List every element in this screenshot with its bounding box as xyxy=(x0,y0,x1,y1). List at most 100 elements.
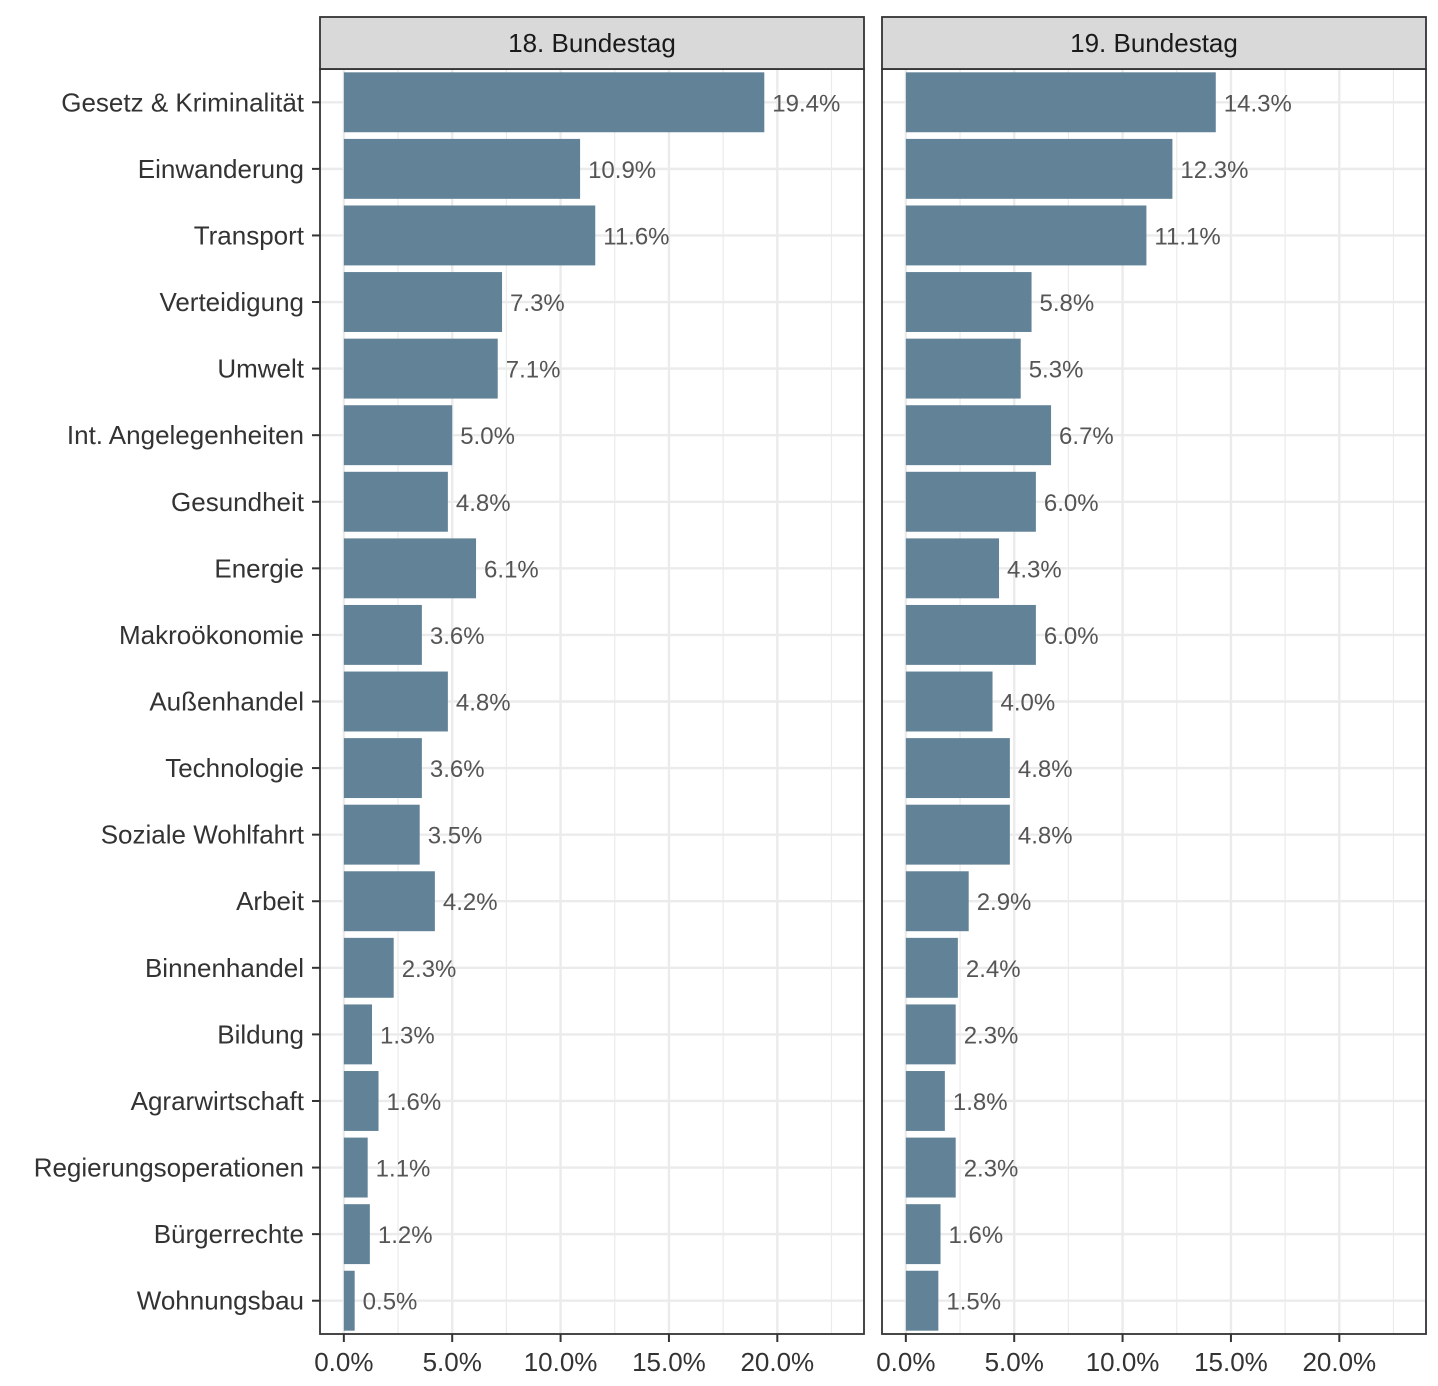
x-tick-label: 10.0% xyxy=(524,1347,598,1377)
data-label: 2.9% xyxy=(977,889,1032,916)
data-label: 2.3% xyxy=(964,1156,1019,1183)
data-label: 1.2% xyxy=(378,1222,433,1249)
bar-b-rgerrechte xyxy=(343,1204,370,1265)
bar-umwelt xyxy=(343,338,498,399)
data-label: 1.5% xyxy=(946,1289,1001,1316)
bar-int-angelegenheiten xyxy=(343,405,453,466)
category-label: Makroökonomie xyxy=(119,620,304,650)
bar-transport xyxy=(343,205,596,266)
bar-gesetz-kriminalit-t xyxy=(905,72,1216,133)
category-label: Umwelt xyxy=(217,354,304,384)
x-tick-label: 20.0% xyxy=(740,1347,814,1377)
bar-soziale-wohlfahrt xyxy=(905,804,1010,865)
category-label: Gesundheit xyxy=(171,487,305,517)
x-tick-label: 5.0% xyxy=(423,1347,482,1377)
data-label: 5.3% xyxy=(1029,357,1084,384)
bar-regierungsoperationen xyxy=(343,1137,368,1198)
category-label: Transport xyxy=(194,220,305,250)
data-label: 2.3% xyxy=(402,956,457,983)
bar-einwanderung xyxy=(343,138,581,199)
bar-bildung xyxy=(343,1004,373,1065)
facet-strip xyxy=(881,16,1427,70)
data-label: 2.4% xyxy=(966,956,1021,983)
facet-strip xyxy=(319,16,865,70)
data-label: 11.1% xyxy=(1154,223,1220,250)
bar-energie xyxy=(905,538,1000,599)
facet-strip-label: 19. Bundestag xyxy=(1070,28,1238,58)
data-label: 2.3% xyxy=(964,1022,1019,1049)
data-label: 3.5% xyxy=(428,823,483,850)
bar-gesundheit xyxy=(343,471,448,532)
bar-einwanderung xyxy=(905,138,1173,199)
data-label: 5.8% xyxy=(1040,290,1095,317)
data-label: 1.3% xyxy=(380,1022,435,1049)
bar-arbeit xyxy=(905,871,969,932)
data-label: 4.8% xyxy=(1018,756,1073,783)
facet-strip-label: 18. Bundestag xyxy=(508,28,676,58)
bar-au-enhandel xyxy=(905,671,993,732)
bar-makro-konomie xyxy=(343,604,422,665)
bar-verteidigung xyxy=(343,272,503,332)
bar-soziale-wohlfahrt xyxy=(343,804,420,865)
data-label: 12.3% xyxy=(1180,157,1248,184)
data-label: 1.6% xyxy=(949,1222,1004,1249)
data-label: 4.8% xyxy=(1018,823,1073,850)
data-label: 6.0% xyxy=(1044,623,1099,650)
bar-transport xyxy=(905,205,1147,266)
category-label: Int. Angelegenheiten xyxy=(67,420,304,450)
category-label: Gesetz & Kriminalität xyxy=(61,87,305,117)
data-label: 4.0% xyxy=(1001,690,1056,717)
data-label: 11.6% xyxy=(603,223,669,250)
bar-binnenhandel xyxy=(905,937,958,998)
data-label: 6.1% xyxy=(484,556,539,583)
bar-agrarwirtschaft xyxy=(905,1071,945,1131)
x-tick-label: 15.0% xyxy=(1194,1347,1268,1377)
x-tick-label: 10.0% xyxy=(1086,1347,1160,1377)
panel-1: 19.4% 10.9% 11.6% 7.3% 7.1% 5.0% 4.8% 6.1% 3.6% 4… xyxy=(314,16,865,1377)
category-label: Außenhandel xyxy=(149,687,304,717)
data-label: 1.6% xyxy=(387,1089,442,1116)
category-label: Bildung xyxy=(217,1019,304,1049)
category-label: Einwanderung xyxy=(138,154,304,184)
panel-2: 14.3% 12.3% 11.1% 5.8% 5.3% 6.7% 6.0% 4.3% 6.0% 4… xyxy=(876,16,1427,1377)
category-label: Binnenhandel xyxy=(145,953,304,983)
chart-root: 19.4% 10.9% 11.6% 7.3% 7.1% 5.0% 4.8% 6.1% 3.6% 4… xyxy=(34,16,1427,1377)
data-label: 19.4% xyxy=(772,90,840,117)
data-label: 1.8% xyxy=(953,1089,1008,1116)
bar-binnenhandel xyxy=(343,937,394,998)
category-label: Regierungsoperationen xyxy=(34,1153,304,1183)
x-tick-label: 20.0% xyxy=(1302,1347,1376,1377)
data-label: 10.9% xyxy=(588,157,656,184)
category-label: Soziale Wohlfahrt xyxy=(101,820,305,850)
bar-wohnungsbau xyxy=(343,1270,355,1331)
bar-gesundheit xyxy=(905,471,1036,532)
x-tick-label: 5.0% xyxy=(985,1347,1044,1377)
data-label: 0.5% xyxy=(363,1289,418,1316)
bar-au-enhandel xyxy=(343,671,448,732)
bar-bildung xyxy=(905,1004,956,1065)
category-label: Technologie xyxy=(165,753,304,783)
bar-int-angelegenheiten xyxy=(905,405,1052,466)
bar-wohnungsbau xyxy=(905,1270,939,1331)
category-label: Wohnungsbau xyxy=(137,1286,304,1316)
data-label: 3.6% xyxy=(430,756,485,783)
y-axis: Gesetz & Kriminalität Einwanderung Transpo… xyxy=(34,87,320,1316)
x-tick-label: 0.0% xyxy=(314,1347,373,1377)
data-label: 6.7% xyxy=(1059,423,1114,450)
data-label: 6.0% xyxy=(1044,490,1099,517)
category-label: Verteidigung xyxy=(159,287,304,317)
bar-umwelt xyxy=(905,338,1021,399)
x-tick-label: 15.0% xyxy=(632,1347,706,1377)
bar-technologie xyxy=(343,738,422,799)
data-label: 3.6% xyxy=(430,623,485,650)
bar-makro-konomie xyxy=(905,604,1036,665)
category-label: Bürgerrechte xyxy=(154,1219,304,1249)
data-label: 14.3% xyxy=(1224,90,1292,117)
bar-arbeit xyxy=(343,871,435,932)
data-label: 4.2% xyxy=(443,889,498,916)
category-label: Arbeit xyxy=(236,886,305,916)
bar-technologie xyxy=(905,738,1010,799)
bar-gesetz-kriminalit-t xyxy=(343,72,765,133)
category-label: Energie xyxy=(214,553,304,583)
